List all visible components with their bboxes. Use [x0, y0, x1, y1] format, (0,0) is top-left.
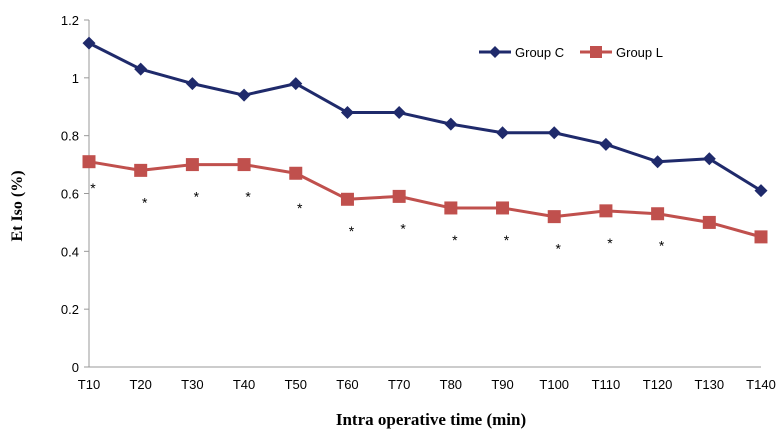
series-layer [82, 36, 768, 244]
x-tick-label-t120: T120 [643, 377, 673, 392]
x-tick-label-t100: T100 [539, 377, 569, 392]
series-group-l [82, 155, 768, 244]
point-group-l-t70 [392, 189, 406, 203]
x-tick-label-t140: T140 [746, 377, 776, 392]
significance-asterisk-t110: * [607, 235, 613, 251]
point-group-l-t90 [496, 201, 510, 215]
x-tick-label-t130: T130 [694, 377, 724, 392]
y-tick-label: 1 [72, 71, 79, 86]
point-group-l-t40 [237, 158, 251, 172]
significance-asterisk-t30: * [194, 189, 200, 205]
point-group-c-t100 [547, 126, 561, 140]
point-group-l-t100 [547, 210, 561, 224]
point-group-l-t130 [702, 215, 716, 229]
point-group-l-t50 [289, 166, 303, 180]
point-group-l-t80 [444, 201, 458, 215]
x-tick-label-t20: T20 [129, 377, 151, 392]
y-tick-label: 0.8 [61, 129, 79, 144]
x-tick-label-t40: T40 [233, 377, 255, 392]
point-group-c-t50 [289, 77, 303, 91]
significance-asterisk-t120: * [659, 238, 665, 254]
y-tick-label: 1.2 [61, 13, 79, 28]
significance-markers: * * * * * * * * * * * * [90, 180, 665, 257]
significance-asterisk-t10: * [90, 180, 96, 196]
point-group-l-t20 [134, 163, 148, 177]
x-axis-ticks: T10 T20 T30 T40 T50 T60 T70 T80 T90 T100 T110 T120 T… [78, 377, 776, 392]
point-group-c-t60 [340, 106, 354, 120]
y-tick-label: 0.4 [61, 244, 79, 259]
x-tick-label-t80: T80 [440, 377, 462, 392]
significance-asterisk-t40: * [245, 189, 251, 205]
y-tick-label: 0.6 [61, 187, 79, 202]
legend-marker-square [590, 46, 602, 58]
legend-label-group-c: Group C [515, 45, 564, 60]
legend-item-group-c: Group C [479, 45, 564, 60]
x-tick-label-t110: T110 [592, 377, 621, 392]
y-axis-title: Et Iso (%) [9, 170, 26, 241]
x-tick-label-t70: T70 [388, 377, 410, 392]
significance-asterisk-t70: * [400, 220, 406, 236]
point-group-l-t60 [340, 192, 354, 206]
point-group-c-t140 [754, 184, 768, 198]
series-line-group-l [88, 160, 762, 239]
y-tick-label: 0.2 [61, 302, 79, 317]
significance-asterisk-t90: * [504, 232, 510, 248]
point-group-c-t10 [82, 36, 96, 50]
point-group-c-t70 [392, 106, 406, 120]
x-tick-label-t30: T30 [181, 377, 203, 392]
x-tick-label-t90: T90 [491, 377, 513, 392]
significance-asterisk-t100: * [556, 241, 562, 257]
point-group-c-t30 [185, 77, 199, 91]
series-group-c [82, 36, 768, 198]
series-line-group-c [88, 41, 762, 192]
legend: Group C Group L [479, 45, 663, 60]
point-group-c-t90 [496, 126, 510, 140]
legend-label-group-l: Group L [616, 45, 663, 60]
point-group-c-t80 [444, 117, 458, 131]
point-group-c-t130 [702, 152, 716, 166]
y-tick-label: 0 [72, 360, 79, 375]
point-group-l-t120 [651, 207, 665, 221]
x-tick-label-t50: T50 [285, 377, 307, 392]
point-group-c-t120 [651, 155, 665, 169]
point-group-c-t110 [599, 137, 613, 151]
significance-asterisk-t60: * [349, 223, 355, 239]
point-group-c-t40 [237, 88, 251, 102]
point-group-l-t110 [599, 204, 613, 218]
significance-asterisk-t20: * [142, 194, 148, 210]
x-axis-title: Intra operative time (min) [336, 410, 526, 429]
legend-marker-diamond [489, 46, 501, 58]
point-group-l-t140 [754, 230, 768, 244]
x-tick-label-t60: T60 [336, 377, 358, 392]
point-group-l-t10 [82, 155, 96, 169]
y-axis-ticks: 0 0.2 0.4 0.6 0.8 1 1.2 [61, 13, 89, 375]
point-group-l-t30 [185, 158, 199, 172]
significance-asterisk-t50: * [297, 200, 303, 216]
x-tick-label-t10: T10 [78, 377, 100, 392]
legend-item-group-l: Group L [580, 45, 663, 60]
significance-asterisk-t80: * [452, 232, 458, 248]
point-group-c-t20 [134, 62, 148, 76]
